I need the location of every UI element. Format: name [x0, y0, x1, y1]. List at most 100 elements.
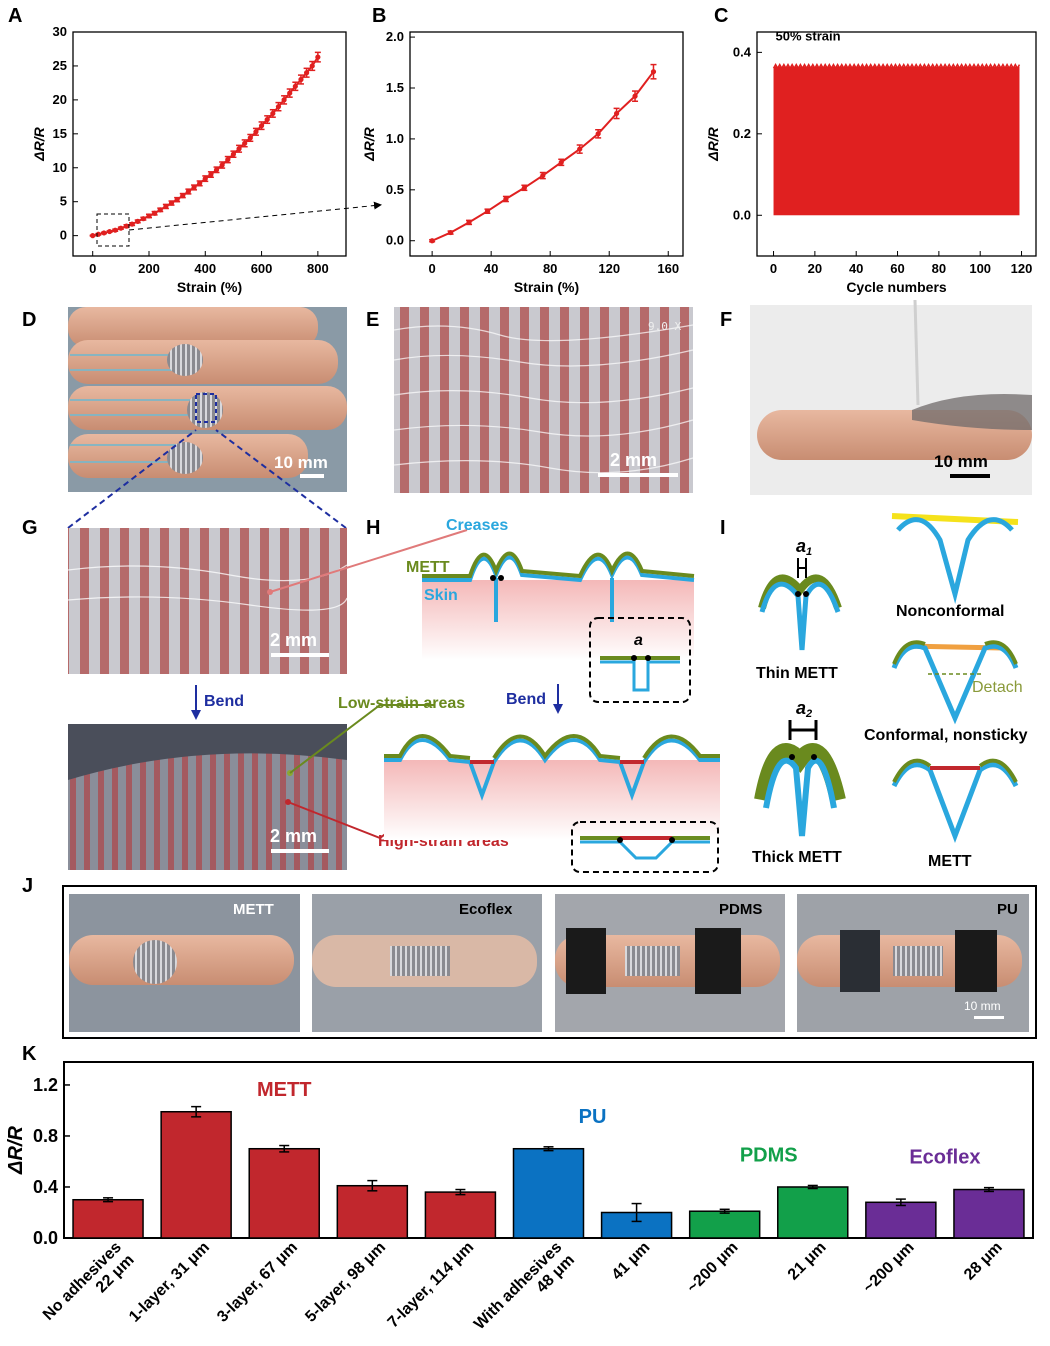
category-label-line: 3-layer, 67 μm [214, 1239, 301, 1326]
panel-letter-b: B [372, 5, 386, 27]
j-label-ecoflex: Ecoflex [459, 901, 513, 918]
series-line [431, 71, 655, 242]
x-axis-label: Cycle numbers [846, 279, 947, 295]
bar [248, 1147, 320, 1239]
panel-letter-e: E [366, 309, 379, 331]
data-point [264, 116, 270, 123]
creases-label: Creases [446, 517, 508, 534]
data-point [287, 90, 293, 96]
data-point [275, 104, 282, 110]
data-point [123, 223, 130, 229]
chart-b: 0 40 80 120 160 0.0 0.5 1.0 1.5 2.0 Strain (%) ΔR/R [361, 29, 684, 295]
bar [424, 1191, 497, 1239]
y-tick-label: 1.0 [386, 131, 404, 146]
y-axis-label: ΔR/R [361, 126, 377, 161]
panel-letter-k: K [22, 1043, 37, 1065]
y-tick-label: 1.5 [386, 80, 404, 95]
h-bend-label: Bend [506, 691, 546, 708]
x-tick-label: 0 [89, 261, 96, 276]
panel-letter-d: D [22, 309, 36, 331]
y-axis-label: ΔR/R [5, 1126, 27, 1175]
zoom-arrow [128, 201, 382, 231]
photo-d: 10 mm [68, 307, 347, 492]
data-point [152, 210, 158, 216]
x-tick-label: 600 [251, 261, 273, 276]
i-nonconformal-label: Nonconformal [896, 603, 1004, 620]
x-tick-label: 160 [657, 261, 679, 276]
data-point [230, 151, 237, 157]
e-scale-label: 2 mm [610, 450, 657, 470]
g-bend-label: Bend [204, 693, 244, 710]
y-tick-label: 0 [60, 228, 67, 243]
data-point [180, 192, 186, 199]
category-label: 1-layer, 31 μm [126, 1239, 213, 1326]
y-tick-label: 5 [60, 194, 67, 209]
x-axis-label: Strain (%) [514, 279, 579, 295]
x-tick-label: 0 [770, 261, 777, 276]
data-point [197, 180, 203, 186]
data-point [219, 162, 225, 168]
data-point [157, 207, 163, 213]
bar [777, 1186, 849, 1239]
x-tick-label: 400 [194, 261, 216, 276]
data-point [236, 146, 242, 152]
data-point [106, 228, 113, 235]
photo-e: 9.0 X 2 mm [393, 307, 694, 493]
cycle-band [773, 66, 1020, 216]
panel-letter-g: G [22, 517, 38, 539]
i-thin-label: Thin METT [756, 665, 838, 682]
data-point [558, 159, 564, 165]
category-label-line: 7-layer, 114 μm [385, 1239, 478, 1332]
data-point [503, 196, 509, 202]
panel-letter-j: J [22, 875, 33, 897]
category-label-line: ~200 μm [684, 1239, 742, 1297]
group-label: Ecoflex [909, 1147, 980, 1169]
chart-k: 0.0 0.4 0.8 1.2 ΔR/R No adhesives22 μm1-layer… [5, 1061, 1034, 1337]
y-tick-label: 0.4 [33, 1177, 58, 1197]
h-a-label: a [634, 632, 643, 649]
x-tick-label: 80 [543, 261, 557, 276]
bar [865, 1201, 937, 1239]
data-point [315, 54, 321, 60]
cycle-peaks [772, 63, 1021, 70]
bar [336, 1184, 409, 1239]
data-point [146, 213, 152, 219]
data-point [118, 225, 124, 231]
data-point [298, 76, 304, 83]
bar [688, 1210, 761, 1239]
panel-letter-c: C [714, 5, 728, 27]
category-label-line: 41 μm [609, 1239, 654, 1284]
y-tick-label: 1.2 [33, 1075, 58, 1095]
category-label-line: ~200 μm [860, 1239, 918, 1297]
data-point [213, 167, 220, 173]
i-mett-label: METT [928, 853, 972, 870]
data-point [281, 97, 287, 103]
panel-letter-a: A [8, 5, 22, 27]
data-point [650, 69, 657, 75]
photo-j-ecoflex: Ecoflex [312, 894, 542, 1032]
photo-g: 2 mm Bend 2 mm [67, 429, 348, 870]
chart-a: 0 200 400 600 800 0 5 10 15 20 25 30 Strain (%) ΔR/R [31, 24, 347, 295]
d-scale-label: 10 mm [274, 453, 328, 472]
data-point [129, 221, 135, 227]
data-point [140, 216, 146, 222]
category-label: 28 μm [961, 1239, 1006, 1284]
category-label: No adhesives22 μm [40, 1239, 138, 1337]
category-label: 7-layer, 114 μm [385, 1239, 478, 1332]
bar [512, 1147, 585, 1239]
y-tick-label: 0.0 [33, 1228, 58, 1248]
j-label-mett: METT [233, 901, 274, 918]
j-scale-label: 10 mm [964, 999, 1001, 1013]
y-tick-label: 15 [53, 126, 67, 141]
i-a2: a2 [796, 698, 812, 720]
c-annotation: 50% strain [776, 28, 841, 43]
data-point [247, 135, 253, 141]
y-tick-label: 0.4 [733, 44, 752, 59]
category-label-line: 1-layer, 31 μm [126, 1239, 213, 1326]
y-axis-label: ΔR/R [705, 126, 721, 161]
h-skin-label: Skin [424, 587, 458, 604]
group-label: PDMS [740, 1144, 798, 1166]
x-tick-label: 120 [1011, 261, 1033, 276]
y-tick-label: 2.0 [386, 29, 404, 44]
data-point [632, 93, 638, 99]
